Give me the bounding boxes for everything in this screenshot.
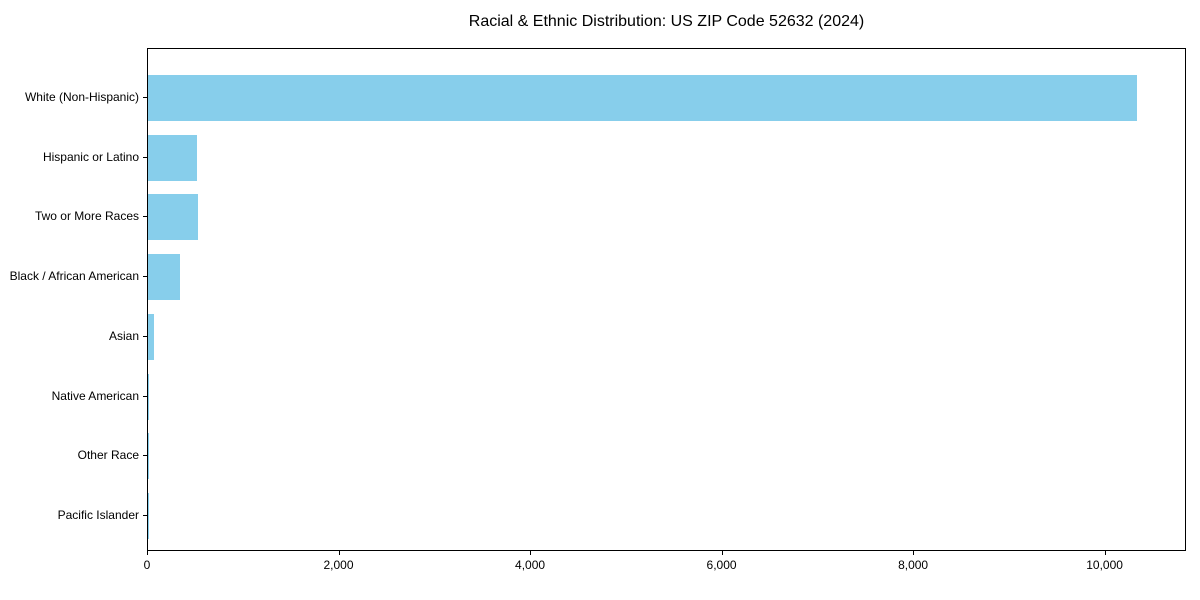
x-tick-mark	[530, 551, 532, 555]
y-tick-mark	[143, 156, 147, 158]
y-axis-label: Native American	[51, 388, 139, 403]
y-tick-mark	[143, 276, 147, 278]
y-axis-label: Asian	[108, 328, 139, 343]
chart-title: Racial & Ethnic Distribution: US ZIP Cod…	[468, 13, 865, 30]
bar	[148, 75, 1138, 121]
y-tick-mark	[143, 216, 147, 218]
x-tick-mark	[147, 551, 148, 555]
y-axis-label: White (Non-Hispanic)	[24, 90, 139, 104]
y-tick-mark	[143, 514, 147, 516]
x-axis-tick-label: 0	[143, 558, 151, 572]
y-axis-label: Other Race	[77, 448, 139, 463]
bar	[148, 254, 180, 301]
x-tick-mark	[721, 551, 723, 555]
x-tick-mark	[913, 551, 915, 555]
x-axis-tick-label: 10,000	[1086, 558, 1123, 572]
x-axis-tick-label: 8,000	[898, 558, 929, 572]
y-tick-mark	[143, 97, 147, 98]
bar	[148, 373, 150, 420]
plot-area	[147, 48, 1186, 551]
y-tick-mark	[143, 335, 147, 337]
y-axis-label: Two or More Races	[34, 209, 139, 224]
y-axis-label: Hispanic or Latino	[42, 149, 139, 164]
bar	[148, 194, 198, 241]
x-axis-tick-label: 4,000	[515, 558, 546, 572]
bar	[148, 134, 197, 181]
x-axis-tick-label: 6,000	[706, 558, 737, 572]
bar	[148, 313, 154, 360]
x-axis-tick-label: 2,000	[323, 558, 354, 572]
x-tick-mark	[1104, 551, 1106, 555]
x-tick-mark	[338, 551, 340, 555]
y-tick-mark	[143, 395, 147, 397]
y-axis-label: Pacific Islander	[57, 507, 139, 522]
y-axis-label: Black / African American	[9, 269, 139, 284]
bar	[148, 433, 149, 480]
y-tick-mark	[143, 455, 147, 457]
